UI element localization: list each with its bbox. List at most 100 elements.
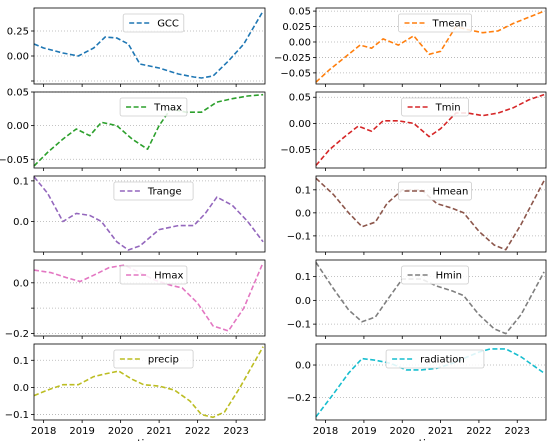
series-line-tmin <box>315 93 545 166</box>
series-line-tmean <box>315 10 545 83</box>
legend: Tmin <box>401 97 469 117</box>
legend-label: Trange <box>147 187 182 198</box>
subplot-tmean: −0.05 −0.025 0.00 0.025 0.05 Tmean <box>274 7 547 87</box>
subplot-radiation: −0.2 0.0 2018 2019 2020 2021 2022 2023 radiation… <box>287 343 547 441</box>
series-line-precip <box>33 346 264 419</box>
y-tick-label: −0.025 <box>274 53 311 64</box>
legend-label: Tmin <box>435 103 461 114</box>
x-axis-label: time <box>419 437 444 441</box>
y-tick-label: 0.1 <box>295 272 311 283</box>
y-tick-label: 0.00 <box>7 121 29 132</box>
legend: Hmin <box>401 265 469 285</box>
axes-frame <box>315 259 547 337</box>
legend-box <box>401 265 469 285</box>
legend: radiation <box>385 349 485 369</box>
series-line-radiation <box>315 348 545 418</box>
axes-frame <box>315 91 547 169</box>
legend: Tmax <box>119 97 188 117</box>
legend-label: GCC <box>157 19 179 30</box>
y-tick-label: 0.0 <box>295 296 311 307</box>
y-tick-label: 0.025 <box>282 22 311 33</box>
x-tick-label: 2021 <box>428 426 453 437</box>
y-tick-label: 0.1 <box>13 176 29 187</box>
x-tick-label: 2022 <box>466 426 491 437</box>
legend-box <box>398 13 472 33</box>
axes-frame <box>315 7 547 85</box>
y-tick-label: 0.00 <box>289 37 311 48</box>
y-tick-label: 0.1 <box>295 185 311 196</box>
subplot-tmax: −0.05 0.00 0.05 Tmax <box>0 88 266 171</box>
y-tick-label: 0.0 <box>295 361 311 372</box>
y-tick-label: −0.05 <box>0 155 29 166</box>
legend-label: Tmean <box>432 19 467 30</box>
legend: Hmean <box>398 181 472 201</box>
subplot-hmax: −0.2 0.0 Hmax <box>5 259 266 340</box>
subplot-gcc: 0.00 0.25 GCC <box>7 7 266 87</box>
legend-label: Tmax <box>153 103 182 114</box>
y-tick-label: 0.0 <box>295 208 311 219</box>
legend-box <box>119 97 188 117</box>
axes-frame <box>33 91 266 169</box>
legend-box <box>401 97 469 117</box>
y-tick-label: 0.05 <box>289 7 311 18</box>
series-line-gcc <box>33 10 264 79</box>
series-line-trange <box>33 176 264 251</box>
legend-box <box>385 349 485 369</box>
axes-frame <box>315 175 547 253</box>
legend-box <box>113 181 194 201</box>
legend-box <box>113 349 194 369</box>
axes-frame <box>33 259 266 337</box>
y-tick-label: 0.05 <box>289 93 311 104</box>
legend-box <box>398 181 472 201</box>
axes-frame <box>33 343 266 421</box>
x-tick-label: 2019 <box>69 426 94 437</box>
subplot-precip: −0.1 0.0 0.1 2018 2019 2020 2021 2022 2023 precip… <box>5 343 266 441</box>
legend: Tmean <box>398 13 472 33</box>
y-tick-label: −0.1 <box>287 320 311 331</box>
y-tick-label: 0.00 <box>289 119 311 130</box>
x-tick-label: 2023 <box>505 426 530 437</box>
legend-box <box>122 13 185 33</box>
y-tick-label: −0.1 <box>287 231 311 242</box>
x-tick-label: 2023 <box>223 426 248 437</box>
x-tick-label: 2018 <box>31 426 56 437</box>
subplot-trange: 0.0 0.1 Trange <box>13 175 266 255</box>
axes-frame <box>315 343 547 421</box>
legend-label: precip <box>148 355 179 366</box>
y-tick-label: −0.1 <box>5 410 29 421</box>
legend: Trange <box>113 181 194 201</box>
legend: precip <box>113 349 194 369</box>
subplot-hmin: −0.1 0.0 0.1 Hmin <box>287 259 547 339</box>
legend: Hmax <box>119 265 188 285</box>
y-tick-label: −0.05 <box>280 68 311 79</box>
series-line-tmax <box>33 93 264 167</box>
legend-label: Hmax <box>154 271 183 282</box>
y-tick-label: 0.25 <box>7 27 29 38</box>
legend-box <box>119 265 188 285</box>
series-line-hmin <box>315 261 545 335</box>
y-tick-label: 0.0 <box>13 278 29 289</box>
y-tick-label: −0.2 <box>5 329 29 340</box>
legend-label: Hmin <box>436 271 462 282</box>
x-tick-label: 2021 <box>146 426 171 437</box>
x-tick-label: 2020 <box>108 426 133 437</box>
x-tick-label: 2018 <box>313 426 338 437</box>
y-tick-label: −0.2 <box>287 393 311 404</box>
x-tick-label: 2022 <box>185 426 210 437</box>
subplot-hmean: −0.1 0.0 0.1 Hmean <box>287 175 547 255</box>
y-tick-label: 0.05 <box>7 88 29 99</box>
axes-frame <box>33 175 266 253</box>
x-tick-label: 2019 <box>351 426 376 437</box>
y-tick-label: 0.0 <box>13 383 29 394</box>
y-tick-label: 0.00 <box>7 52 29 63</box>
y-tick-label: 0.1 <box>13 356 29 367</box>
y-tick-label: −0.05 <box>280 145 311 156</box>
subplot-tmin: −0.05 0.00 0.05 Tmin <box>280 91 547 171</box>
x-axis-label: time <box>137 437 162 441</box>
axes-frame <box>33 7 266 85</box>
x-tick-label: 2020 <box>390 426 415 437</box>
legend-label: Hmean <box>433 187 469 198</box>
legend-label: radiation <box>420 355 465 366</box>
legend: GCC <box>122 13 185 33</box>
